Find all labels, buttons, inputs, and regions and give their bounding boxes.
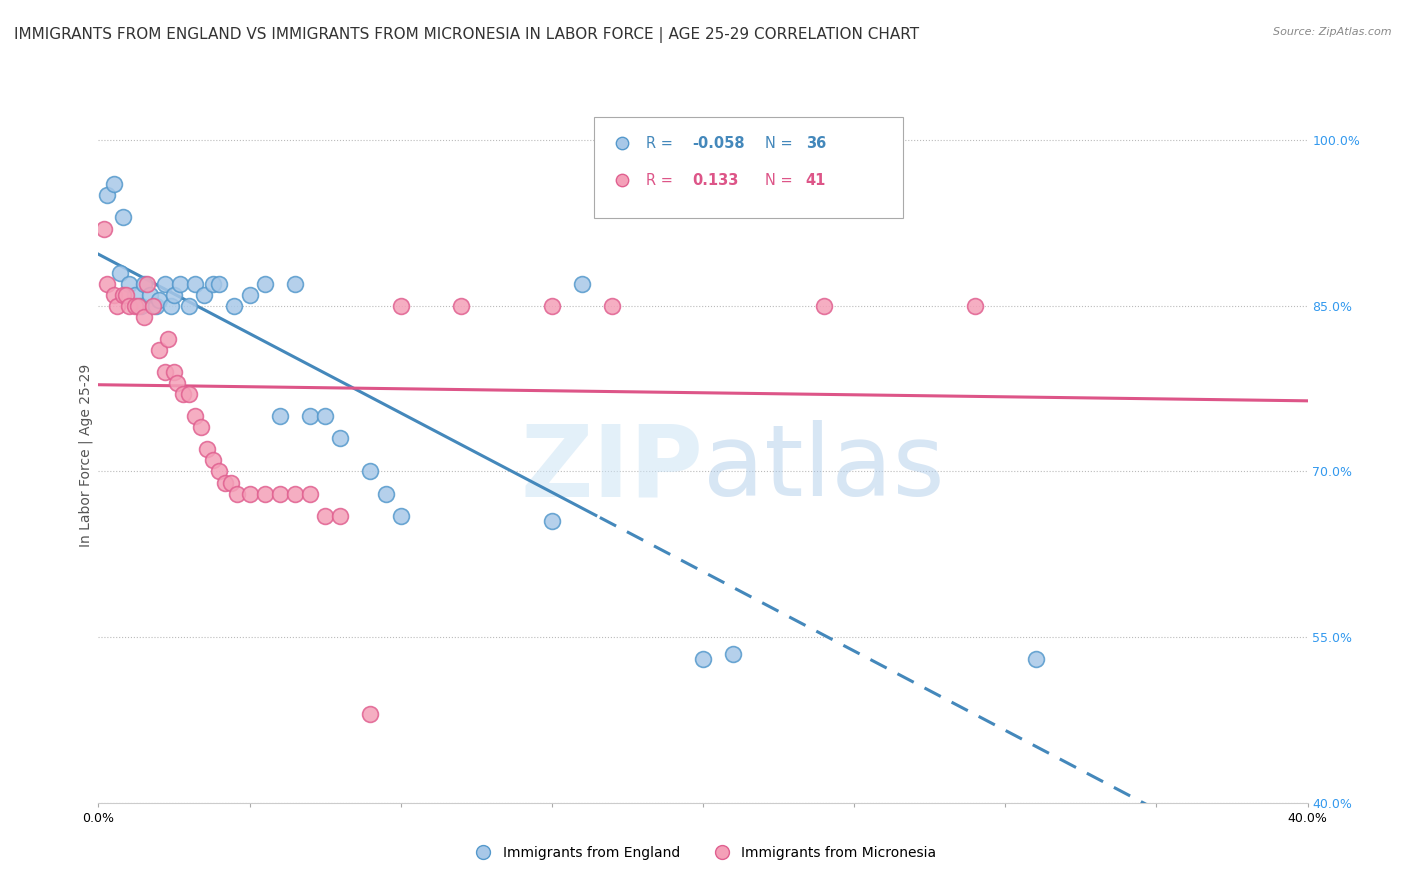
Point <box>571 277 593 291</box>
Point <box>114 287 136 301</box>
Text: 36: 36 <box>806 136 827 151</box>
Point <box>145 299 167 313</box>
Point <box>153 365 176 379</box>
Point <box>314 409 336 424</box>
Point <box>1024 652 1046 666</box>
Point <box>253 486 276 500</box>
Point <box>184 277 207 291</box>
Text: N =: N = <box>765 172 797 187</box>
Point <box>135 277 157 291</box>
Text: R =: R = <box>647 172 678 187</box>
Point <box>163 287 186 301</box>
Point <box>284 486 307 500</box>
Point <box>253 277 276 291</box>
Point <box>374 486 396 500</box>
Point <box>540 514 562 528</box>
Point <box>195 442 218 457</box>
Point <box>148 293 170 308</box>
Point <box>208 277 231 291</box>
Point <box>540 299 562 313</box>
Point <box>153 277 176 291</box>
Point <box>127 299 149 313</box>
Point <box>202 277 225 291</box>
Point <box>269 409 291 424</box>
Point <box>124 287 146 301</box>
Point <box>1396 191 1406 205</box>
Point <box>299 409 322 424</box>
Text: R =: R = <box>647 136 678 151</box>
Point <box>166 376 188 391</box>
Point <box>129 299 152 313</box>
Point <box>389 299 412 313</box>
Point <box>139 287 162 301</box>
Point <box>108 266 131 280</box>
Point <box>965 299 987 313</box>
Point <box>224 299 246 313</box>
Point <box>118 299 141 313</box>
Text: IMMIGRANTS FROM ENGLAND VS IMMIGRANTS FROM MICRONESIA IN LABOR FORCE | AGE 25-29: IMMIGRANTS FROM ENGLAND VS IMMIGRANTS FR… <box>14 27 920 43</box>
Point <box>169 277 191 291</box>
Point <box>103 287 125 301</box>
Point <box>723 647 745 661</box>
Point <box>239 486 262 500</box>
Point <box>284 277 307 291</box>
Text: 41: 41 <box>806 172 827 187</box>
Legend: Immigrants from England, Immigrants from Micronesia: Immigrants from England, Immigrants from… <box>464 840 942 865</box>
Point <box>118 277 141 291</box>
Point <box>96 277 118 291</box>
Text: N =: N = <box>765 136 797 151</box>
Point <box>602 299 624 313</box>
Y-axis label: In Labor Force | Age 25-29: In Labor Force | Age 25-29 <box>79 363 93 547</box>
Point <box>269 486 291 500</box>
Point <box>132 310 155 324</box>
Point <box>190 420 212 434</box>
Text: 0.133: 0.133 <box>692 172 738 187</box>
Point <box>329 508 352 523</box>
Point <box>226 486 249 500</box>
Point <box>111 287 134 301</box>
Point <box>124 299 146 313</box>
Point <box>299 486 322 500</box>
Point <box>208 465 231 479</box>
Point <box>111 211 134 225</box>
Point <box>160 299 183 313</box>
Point <box>329 431 352 445</box>
Text: atlas: atlas <box>703 420 945 517</box>
Text: -0.058: -0.058 <box>692 136 745 151</box>
Point <box>105 299 128 313</box>
FancyBboxPatch shape <box>595 118 903 219</box>
Point <box>96 188 118 202</box>
Point <box>389 508 412 523</box>
Point <box>314 508 336 523</box>
Point <box>239 287 262 301</box>
Point <box>179 387 201 401</box>
Point <box>360 465 382 479</box>
Point <box>132 277 155 291</box>
Point <box>450 299 472 313</box>
Point <box>148 343 170 357</box>
Point <box>172 387 194 401</box>
Point <box>142 299 165 313</box>
Point <box>360 707 382 722</box>
Point <box>692 652 714 666</box>
Text: Source: ZipAtlas.com: Source: ZipAtlas.com <box>1274 27 1392 37</box>
Point <box>221 475 243 490</box>
Point <box>214 475 236 490</box>
Point <box>813 299 835 313</box>
Point <box>163 365 186 379</box>
Point <box>184 409 207 424</box>
Point <box>103 178 125 192</box>
Point <box>179 299 201 313</box>
Point <box>193 287 215 301</box>
Point <box>1396 249 1406 263</box>
Text: ZIP: ZIP <box>520 420 703 517</box>
Point <box>93 221 115 235</box>
Point <box>202 453 225 467</box>
Point <box>156 332 179 346</box>
